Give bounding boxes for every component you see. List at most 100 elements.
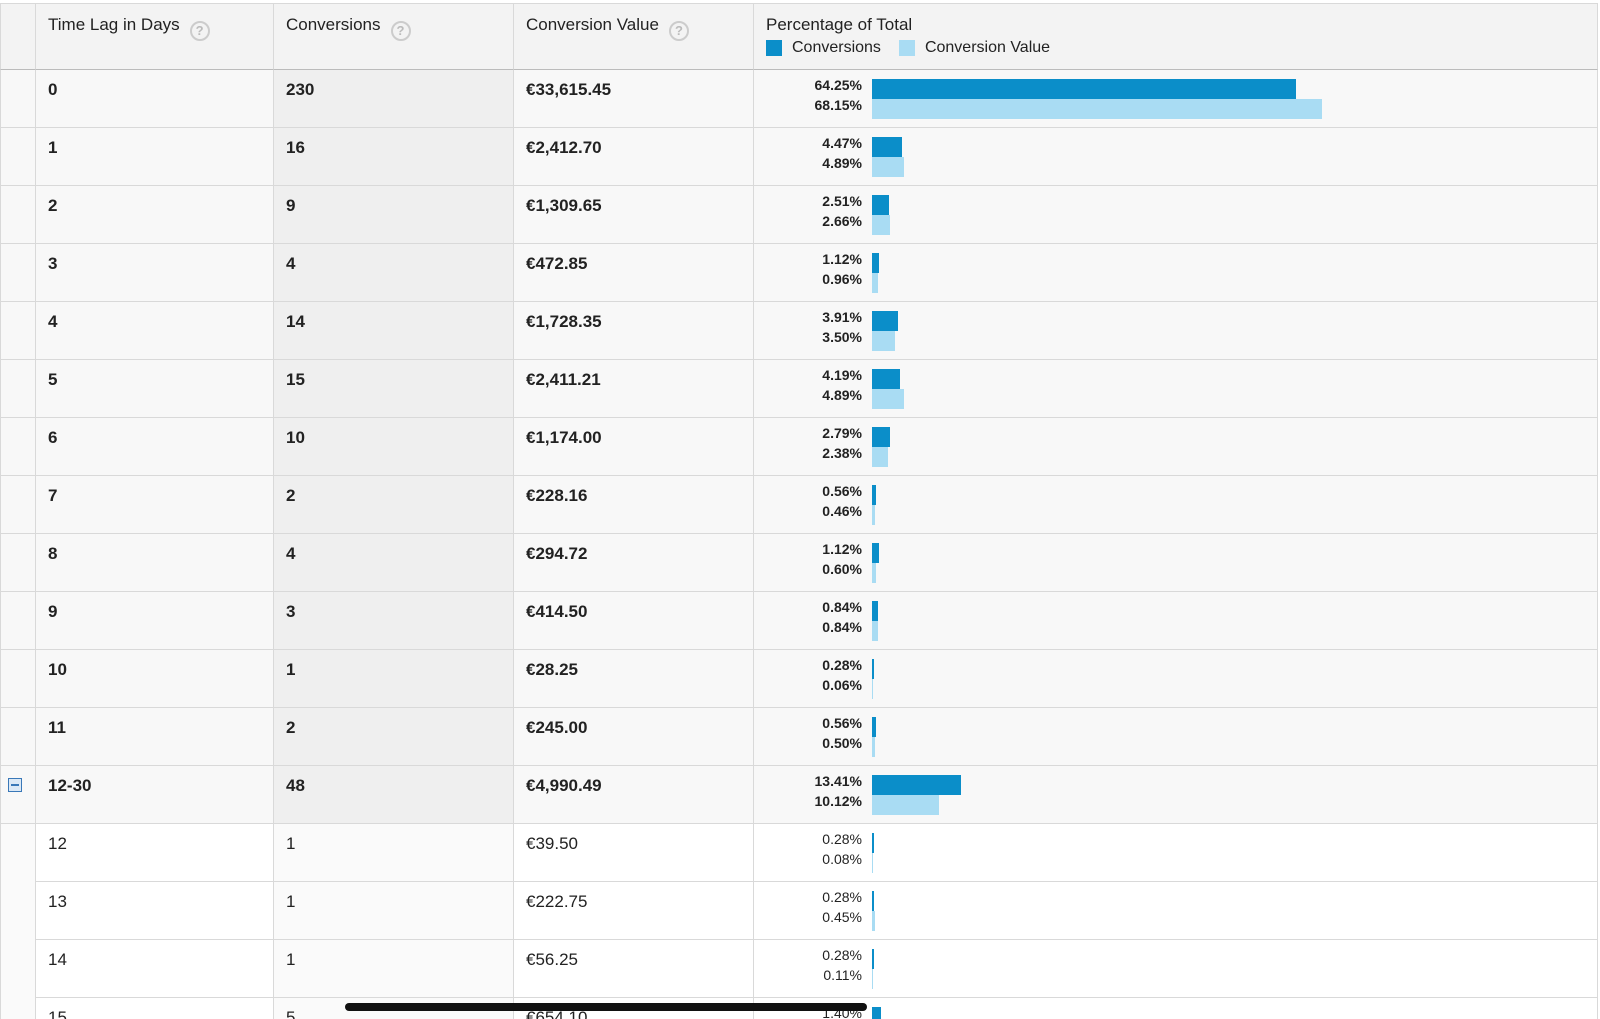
table-cell (514, 708, 754, 766)
table-cell (274, 824, 514, 882)
percent-label: 0.28% (822, 889, 862, 905)
header-cell (0, 3, 36, 70)
table-cell (514, 418, 754, 476)
table-cell (36, 128, 274, 186)
percent-label: 0.28% (822, 657, 862, 673)
percent-bar (872, 891, 874, 911)
table-cell (514, 244, 754, 302)
table-cell (36, 882, 274, 940)
percent-label: 0.56% (822, 715, 862, 731)
table-cell (0, 534, 36, 592)
percent-bar (872, 601, 878, 621)
cell-text: 15 (48, 1008, 67, 1019)
table-cell (274, 70, 514, 128)
scrollbar[interactable] (345, 1003, 867, 1011)
percent-bar (872, 273, 879, 293)
percent-label: 2.51% (822, 193, 862, 209)
percent-bar (872, 389, 905, 409)
table-cell (36, 940, 274, 998)
table-cell (514, 70, 754, 128)
percent-bar (872, 505, 876, 525)
cell-text: €4,990.49 (526, 776, 602, 795)
table-cell (0, 708, 36, 766)
table-cell (274, 766, 514, 824)
help-icon[interactable]: ? (668, 21, 689, 41)
percent-label: 0.84% (822, 599, 862, 615)
percent-bar (872, 215, 890, 235)
table-cell (0, 70, 36, 128)
help-icon[interactable]: ? (390, 21, 411, 41)
table-cell (754, 882, 1598, 940)
table-cell (754, 534, 1598, 592)
cell-text: 2 (286, 718, 296, 737)
cell-text: 4 (286, 544, 296, 563)
percent-bar (872, 853, 873, 873)
cell-text: 4 (286, 254, 296, 273)
header-cell (36, 3, 274, 70)
table-cell (0, 186, 36, 244)
percent-bar (872, 157, 905, 177)
percent-label: 2.79% (822, 425, 862, 441)
percent-bar (872, 795, 939, 815)
cell-text: €654.10 (526, 1008, 588, 1019)
table-cell (36, 186, 274, 244)
table-cell (0, 476, 36, 534)
collapse-minus (11, 784, 19, 786)
table-cell (754, 824, 1598, 882)
cell-text: 9 (48, 602, 58, 621)
percent-label: 0.11% (823, 967, 862, 983)
table-cell (0, 418, 36, 476)
cell-text: 1 (286, 950, 296, 969)
percent-bar (872, 79, 1297, 99)
column-header[interactable]: Time Lag in Days (48, 15, 180, 34)
table-cell (514, 940, 754, 998)
cell-text: €414.50 (526, 602, 588, 621)
cell-text: 11 (48, 718, 66, 737)
percent-bar (872, 137, 902, 157)
table-cell (36, 244, 274, 302)
cell-text: 3 (286, 602, 296, 621)
table-cell (274, 128, 514, 186)
percent-bar (872, 253, 880, 273)
percent-label: 0.96% (822, 271, 862, 287)
cell-text: €228.16 (526, 486, 588, 505)
cell-text: 12 (48, 834, 67, 853)
table-cell (274, 244, 514, 302)
cell-text: 1 (286, 834, 296, 853)
percent-label: 4.89% (822, 387, 862, 403)
table-cell (274, 476, 514, 534)
cell-text: €1,174.00 (526, 428, 602, 447)
table-cell (754, 650, 1598, 708)
table-cell (36, 418, 274, 476)
table-cell (274, 882, 514, 940)
table-cell (36, 998, 274, 1019)
percent-bar (872, 911, 875, 931)
table-cell (754, 418, 1598, 476)
table-cell (36, 70, 274, 128)
table-cell (0, 360, 36, 418)
table-cell (514, 360, 754, 418)
table-cell (0, 824, 36, 882)
percent-label: 0.84% (822, 619, 862, 635)
cell-text: 5 (48, 370, 58, 389)
percent-bar (872, 833, 874, 853)
percent-label: 0.46% (822, 503, 862, 519)
percent-label: 0.28% (822, 831, 862, 847)
column-header[interactable]: Conversion Value (526, 15, 659, 34)
legend-label: Conversions (792, 39, 881, 56)
percent-label: 1.12% (822, 251, 862, 267)
cell-text: €39.50 (526, 834, 578, 853)
table-cell (274, 592, 514, 650)
table-cell (0, 128, 36, 186)
table-cell (0, 302, 36, 360)
percent-label: 0.60% (822, 561, 862, 577)
table-cell (754, 998, 1598, 1019)
percent-label: 3.91% (822, 309, 862, 325)
percent-label: 4.19% (822, 367, 862, 383)
column-header[interactable]: Conversions (286, 15, 381, 34)
help-icon[interactable]: ? (189, 21, 210, 41)
percent-bar (872, 717, 876, 737)
table-cell (514, 824, 754, 882)
cell-text: €56.25 (526, 950, 578, 969)
